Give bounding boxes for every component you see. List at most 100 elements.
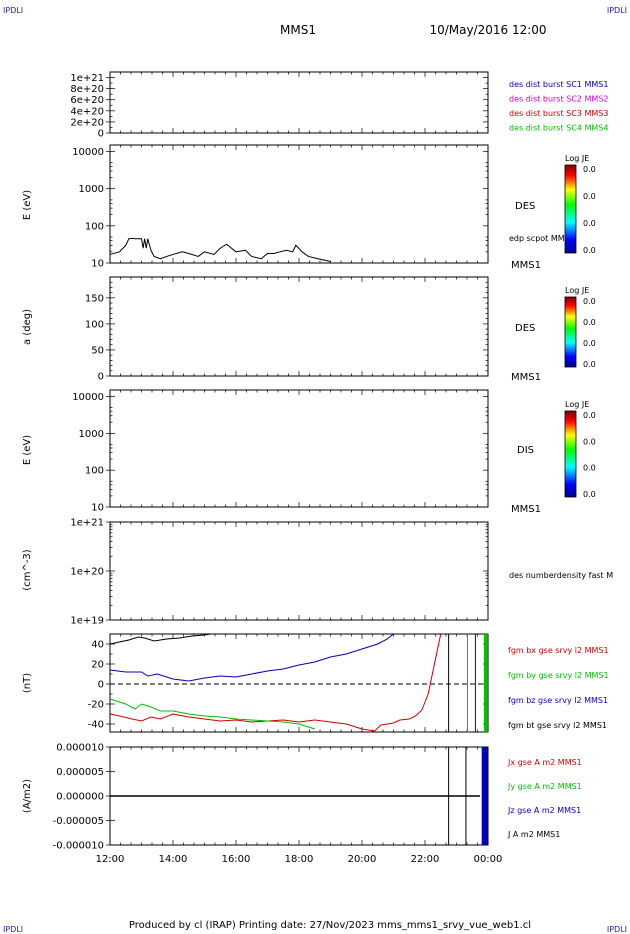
burst-block — [481, 747, 488, 845]
y-tick-label: 50 — [91, 345, 104, 356]
y-axis-label: E (eV) — [22, 435, 33, 465]
legend-label: des dist burst SC1 MMS1 — [509, 80, 608, 89]
y-tick-label: 100 — [85, 466, 104, 477]
y-tick-label: 1000 — [79, 429, 104, 440]
y-tick-label: 100 — [85, 221, 104, 232]
colorbar-tick-label: 0.0 — [583, 360, 596, 369]
corner-label-bottom-left: IPDLI — [3, 925, 23, 934]
colorbar-tick-label: 0.0 — [583, 437, 596, 446]
y-axis-label: E (eV) — [22, 190, 33, 220]
colorbar-scale — [564, 296, 577, 368]
y-axis-label: (A/m2) — [22, 779, 33, 813]
legend-label: des dist burst SC3 MMS3 — [509, 109, 608, 118]
legend-label: fgm bz gse srvy l2 MMS1 — [508, 696, 608, 705]
panel-frame-p2 — [109, 144, 489, 264]
y-tick-label: 0 — [98, 129, 104, 140]
y-tick-label: 0.000000 — [56, 792, 104, 803]
legend-label: Jz gse A m2 MMS1 — [507, 806, 581, 815]
instrument-label: DES — [515, 201, 535, 212]
y-tick-label: 20 — [91, 660, 104, 671]
legend-label: fgm by gse srvy l2 MMS1 — [508, 671, 609, 680]
series-green-trace — [109, 698, 315, 730]
y-tick-label: 10000 — [72, 147, 104, 158]
overlay-label: edp scpot MMS1 — [509, 234, 575, 243]
y-tick-label: 2e+20 — [70, 117, 104, 128]
y-tick-label: 10 — [91, 259, 104, 270]
spacecraft-label: MMS1 — [511, 260, 541, 271]
y-tick-label: 1e+21 — [70, 518, 104, 529]
y-tick-label: -40 — [88, 720, 104, 731]
spacecraft-label: MMS1 — [511, 372, 541, 383]
y-tick-label: 4e+20 — [70, 106, 104, 117]
legend-label: Jx gse A m2 MMS1 — [507, 758, 582, 767]
colorbar-title: Log JE — [565, 286, 589, 295]
colorbar-tick-label: 0.0 — [583, 490, 596, 499]
panel-frame-p4 — [109, 389, 489, 508]
y-axis-label: (cm^-3) — [22, 549, 33, 590]
series-black-trace — [109, 633, 211, 645]
legend-label: des dist burst SC4 MMS4 — [509, 124, 608, 133]
footer-credit: Produced by cl (IRAP) Printing date: 27/… — [129, 920, 531, 931]
y-tick-label: 150 — [85, 293, 104, 304]
series-blue-trace — [109, 633, 394, 682]
legend-label: des numberdensity fast M — [509, 571, 613, 580]
colorbar-tick-label: 0.0 — [583, 246, 596, 255]
instrument-label: DES — [515, 323, 535, 334]
time-tick-label: 20:00 — [348, 854, 377, 865]
scpot-trace — [109, 237, 331, 262]
data-traces — [109, 132, 488, 845]
y-tick-label: 0.000005 — [56, 767, 104, 778]
legend-label: des dist burst SC2 MMS2 — [509, 95, 608, 104]
colorbar-tick-label: 0.0 — [583, 339, 596, 348]
y-tick-label: 10 — [91, 503, 104, 514]
panel-frame-p1 — [109, 71, 489, 134]
legend-label: Jy gse A m2 MMS1 — [507, 782, 582, 791]
y-tick-label: -0.000005 — [53, 816, 104, 827]
y-tick-label: 0.000010 — [56, 743, 104, 754]
y-axis-label: (nT) — [22, 673, 33, 693]
y-tick-label: 0 — [98, 372, 104, 383]
time-tick-label: 00:00 — [474, 854, 503, 865]
y-tick-label: 100 — [85, 319, 104, 330]
y-axis-label: a (deg) — [22, 309, 33, 345]
datetime-title: 10/May/2016 12:00 — [429, 23, 546, 37]
colorbar-tick-label: 0.0 — [583, 411, 596, 420]
colorbar-tick-label: 0.0 — [583, 297, 596, 306]
colorbar-tick-label: 0.0 — [583, 192, 596, 201]
colorbar-tick-label: 0.0 — [583, 464, 596, 473]
colorbar-tick-label: 0.0 — [583, 165, 596, 174]
axis-labels: 12:00 14:00 16:00 18:00 20:00 22:00 00:00 1e+21… — [22, 73, 613, 865]
panel-frame-p6 — [109, 633, 489, 733]
spacecraft-title: MMS1 — [280, 23, 316, 37]
colorbar-title: Log JE — [565, 400, 589, 409]
panel-frame-p3 — [109, 276, 489, 377]
colorbar-tick-label: 0.0 — [583, 219, 596, 228]
tick-marks — [106, 72, 489, 846]
y-tick-label: -20 — [88, 700, 104, 711]
burst-block — [483, 634, 488, 732]
spacecraft-label: MMS1 — [511, 504, 541, 515]
legend-label: J A m2 MMS1 — [507, 830, 560, 839]
corner-label-top-left: IPDLI — [3, 6, 23, 15]
panel-frame-p5 — [109, 521, 489, 621]
y-tick-label: -0.000010 — [53, 841, 104, 852]
colorbars: Log JE 0.0 0.0 0.0 0.0 Log JE 0.0 0.0 0.0 0.0 Log … — [564, 154, 596, 499]
y-tick-label: 10000 — [72, 392, 104, 403]
y-tick-label: 1e+20 — [70, 567, 104, 578]
colorbar-title: Log JE — [565, 154, 589, 163]
time-tick-label: 14:00 — [159, 854, 188, 865]
y-tick-label: 6e+20 — [70, 95, 104, 106]
time-tick-label: 18:00 — [285, 854, 314, 865]
y-tick-label: 8e+20 — [70, 84, 104, 95]
legend-label: fgm bx gse srvy l2 MMS1 — [508, 646, 609, 655]
y-tick-label: 1000 — [79, 184, 104, 195]
y-tick-label: 1e+21 — [70, 73, 104, 84]
time-tick-label: 12:00 — [96, 854, 125, 865]
corner-label-bottom-right: IPDLI — [607, 925, 627, 934]
y-tick-label: 40 — [91, 640, 104, 651]
y-tick-label: 1e+19 — [70, 616, 104, 627]
y-tick-label: 0 — [98, 680, 104, 691]
colorbar-tick-label: 0.0 — [583, 318, 596, 327]
instrument-label: DIS — [517, 445, 534, 456]
